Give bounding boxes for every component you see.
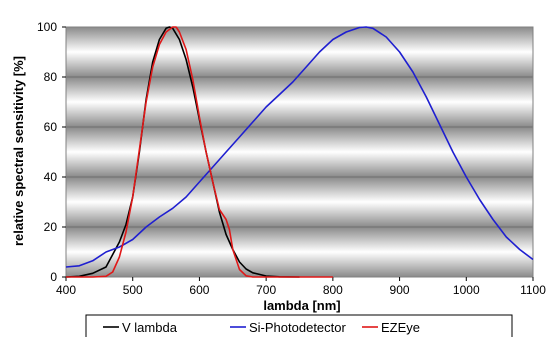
background-band: [66, 27, 533, 77]
y-tick-label: 0: [50, 270, 57, 284]
series-lines: [65, 26, 534, 278]
y-axis-ticks: 0 20 40 60 80 100: [37, 20, 66, 284]
legend-label: EZEye: [381, 320, 420, 335]
x-tick-label: 700: [256, 283, 276, 297]
x-tick-label: 1000: [453, 283, 480, 297]
y-axis-title: relative spectral sensitivity [%]: [11, 56, 26, 246]
y-tick-label: 80: [44, 70, 58, 84]
plot-background: [66, 27, 533, 277]
y-tick-label: 40: [44, 170, 58, 184]
x-tick-label: 800: [323, 283, 343, 297]
background-band: [66, 177, 533, 227]
x-axis-title: lambda [nm]: [263, 298, 340, 313]
background-band: [66, 127, 533, 177]
legend-label: Si-Photodetector: [249, 320, 347, 335]
y-tick-label: 20: [44, 220, 58, 234]
series-line-si-photodetector: [65, 26, 534, 268]
series-line-ezeye: [66, 26, 333, 278]
x-tick-label: 600: [189, 283, 209, 297]
y-tick-label: 60: [44, 120, 58, 134]
series-line-v-lambda: [65, 26, 300, 278]
y-tick-label: 100: [37, 20, 57, 34]
background-band: [66, 227, 533, 277]
x-tick-label: 400: [56, 283, 76, 297]
legend-label: V lambda: [122, 320, 178, 335]
legend: V lambda Si-Photodetector EZEye: [85, 314, 513, 337]
x-tick-label: 1100: [520, 283, 546, 297]
x-tick-label: 900: [390, 283, 410, 297]
x-axis-ticks: 400 500 600 700 800 900 1000 1100: [56, 277, 546, 297]
background-band: [66, 77, 533, 127]
legend-box: [85, 314, 513, 337]
x-tick-label: 500: [123, 283, 143, 297]
